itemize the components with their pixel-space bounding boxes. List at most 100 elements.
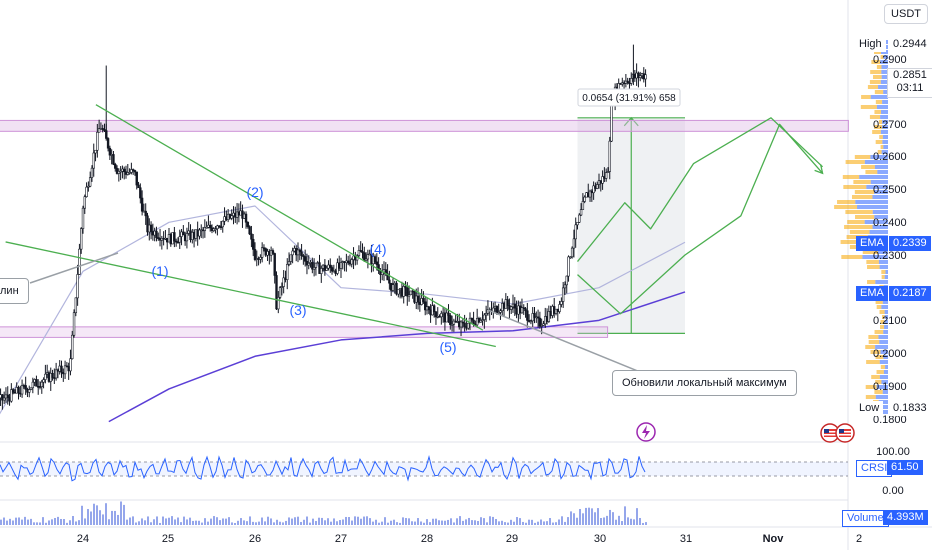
- volume-bar: [189, 517, 191, 525]
- volume-bar: [291, 518, 293, 525]
- volume-bar: [465, 519, 467, 525]
- volume-bar: [609, 509, 611, 525]
- candle-down: [470, 317, 473, 321]
- volume-bar: [312, 518, 314, 525]
- price-tick-9: 0.1900: [873, 381, 907, 393]
- volume-profile-buy: [881, 70, 888, 74]
- candle-up: [74, 297, 78, 314]
- volume-profile-sell: [874, 110, 882, 114]
- us-flag-icon-2[interactable]: [835, 423, 855, 443]
- time-tick-nov: Nov: [763, 533, 785, 545]
- volume-bar: [378, 522, 380, 525]
- candle-down: [538, 317, 542, 327]
- volume-bar: [351, 520, 353, 525]
- volume-bar: [342, 519, 344, 525]
- candle-up: [450, 323, 454, 326]
- volume-bar: [489, 516, 491, 525]
- measure-arrow-head: [623, 116, 639, 127]
- volume-profile-sell: [868, 340, 880, 344]
- volume-bar: [78, 520, 80, 525]
- volume-profile-sell: [873, 75, 882, 79]
- lightning-icon[interactable]: [636, 422, 656, 442]
- candle-up: [90, 167, 94, 178]
- us-flag-icon[interactable]: [820, 423, 840, 443]
- volume-profile-buy: [880, 60, 888, 64]
- volume-bar: [327, 518, 329, 525]
- volume-bar: [432, 518, 434, 525]
- candle-up: [260, 247, 264, 258]
- volume-bar: [6, 520, 8, 525]
- candle-down: [298, 249, 301, 253]
- price-tick-7: 0.2100: [873, 315, 907, 327]
- volume-bar: [45, 522, 47, 525]
- candle-down: [271, 250, 275, 254]
- volume-bar: [345, 516, 347, 525]
- volume-profile-sell: [876, 370, 884, 374]
- candle-up: [31, 381, 35, 389]
- volume-profile-sell: [867, 265, 880, 269]
- volume-bar: [492, 516, 494, 525]
- volume-profile-buy: [879, 375, 888, 379]
- candle-up: [286, 264, 289, 280]
- volume-profile-sell: [880, 320, 885, 324]
- volume-bar: [9, 518, 11, 525]
- volume-bar: [423, 522, 425, 525]
- candle-down: [461, 321, 465, 324]
- candle-down: [472, 319, 475, 325]
- candle-up: [339, 262, 343, 269]
- volume-profile-buy: [883, 55, 888, 59]
- candle-up: [320, 268, 323, 274]
- volume-bar: [360, 518, 362, 525]
- volume-bar: [42, 517, 44, 525]
- volume-profile-buy: [881, 305, 888, 309]
- candle-down: [253, 249, 257, 260]
- candle-up: [289, 254, 293, 262]
- volume-profile-sell: [873, 125, 883, 129]
- candle-down: [533, 313, 536, 318]
- volume-profile-sell: [843, 185, 867, 189]
- candle-up: [277, 297, 280, 310]
- candle-down: [526, 310, 529, 321]
- volume-bar: [561, 516, 563, 525]
- ema-slow-label: EMA: [860, 287, 884, 299]
- last-price-countdown: 03:11: [896, 82, 924, 94]
- volume-bar: [33, 522, 35, 525]
- volume-bar: [381, 521, 383, 525]
- volume-bar: [630, 518, 632, 525]
- candle-up: [574, 224, 577, 240]
- candle-up: [588, 190, 592, 198]
- volume-profile-sell: [844, 225, 873, 229]
- unit-selector[interactable]: USDT: [884, 4, 928, 24]
- volume-bar: [201, 522, 203, 525]
- volume-bar: [84, 518, 86, 525]
- volume-bar: [516, 517, 518, 525]
- volume-profile-buy: [875, 345, 888, 349]
- volume-bar: [594, 512, 596, 525]
- volume-bar: [246, 521, 248, 525]
- volume-bar: [108, 519, 110, 525]
- volume-bar: [93, 503, 95, 525]
- volume-bar: [177, 517, 179, 525]
- candle-down: [140, 197, 144, 212]
- candle-up: [540, 325, 543, 327]
- candle-up: [644, 74, 647, 80]
- wave-label-3: (3): [289, 302, 306, 318]
- volume-bar: [138, 521, 140, 525]
- volume-bar: [231, 522, 233, 525]
- volume-bar: [603, 517, 605, 525]
- candle-down: [114, 163, 117, 169]
- wave-label-5: (5): [439, 339, 456, 355]
- volume-profile-buy: [862, 255, 888, 259]
- candle-down: [51, 373, 54, 378]
- measure-label-text: 0.0654 (31.91%) 658: [582, 93, 676, 104]
- volume-bar: [171, 516, 173, 525]
- candle-down: [522, 307, 525, 309]
- volume-profile-buy: [879, 360, 888, 364]
- ema-slow-value-badge: 0.2187: [889, 286, 931, 301]
- volume-bar: [606, 515, 608, 525]
- volume-bar: [576, 517, 578, 525]
- volume-bar: [585, 507, 587, 525]
- volume-profile-buy: [884, 320, 888, 324]
